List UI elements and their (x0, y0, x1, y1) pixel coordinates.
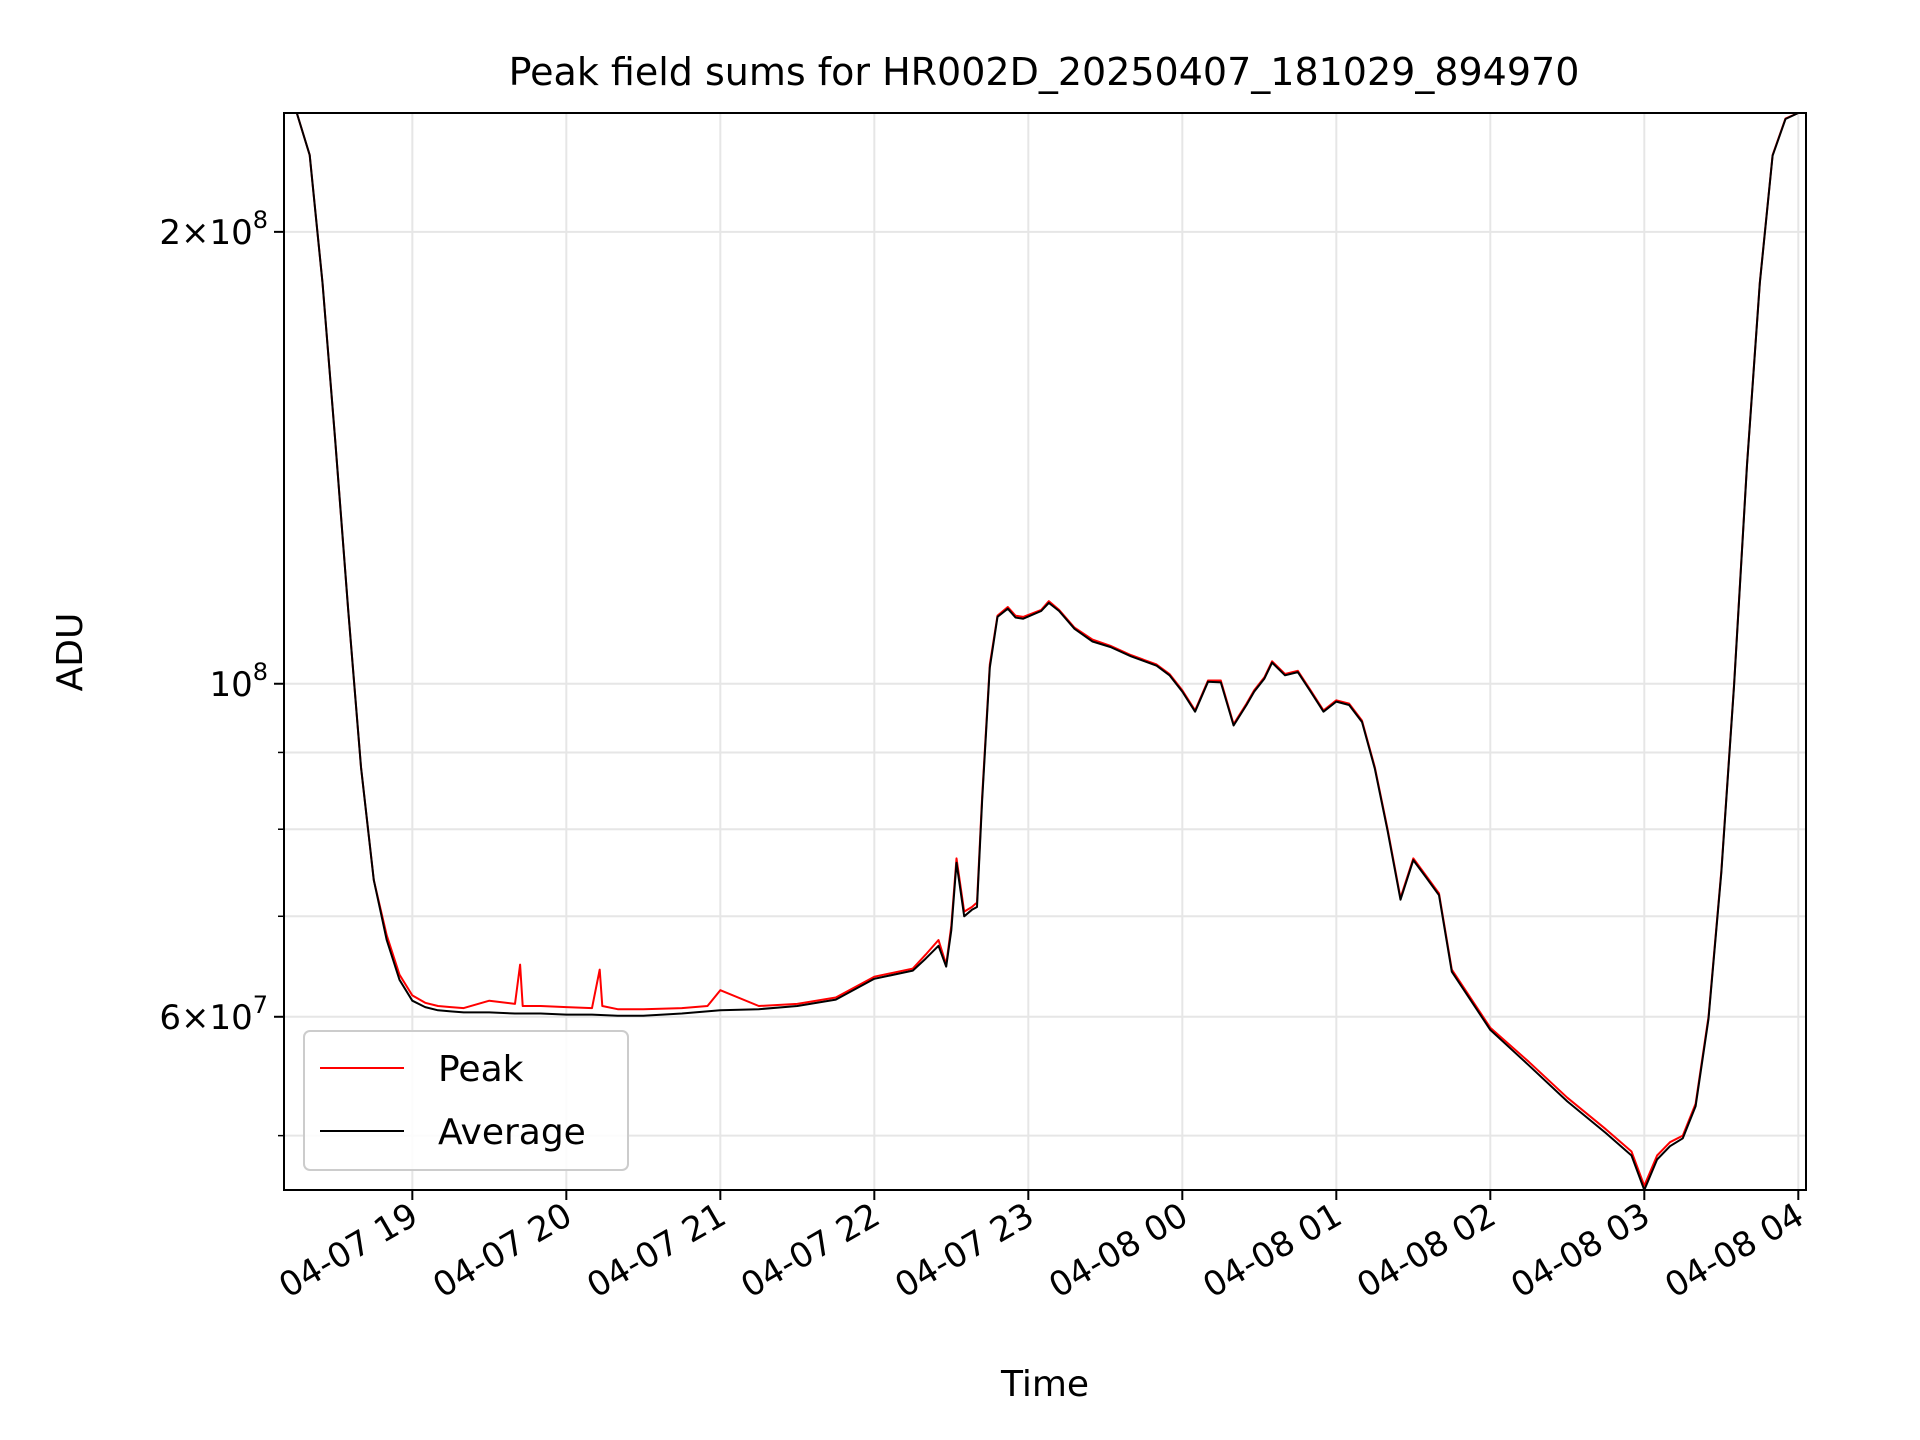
legend-box (303, 1030, 629, 1171)
y-axis: 6×107 108 2×108 (159, 206, 284, 1137)
legend-label-peak: Peak (438, 1049, 524, 1090)
series-line-average (284, 113, 1806, 1190)
x-axis-label: Time (1000, 1364, 1089, 1405)
series-line-peak (284, 113, 1806, 1187)
plot-frame (283, 112, 1807, 1191)
y-axis-label: ADU (50, 613, 91, 692)
y-tick-label: 2×108 (159, 206, 268, 253)
y-tick-label: 108 (209, 658, 268, 705)
y-tick-label: 6×107 (159, 991, 268, 1038)
series-layer (284, 113, 1806, 1190)
legend: Peak Average (303, 1030, 629, 1171)
grid (284, 113, 1806, 1190)
chart-title: Peak field sums for HR002D_20250407_1810… (509, 50, 1580, 94)
legend-label-average: Average (438, 1112, 586, 1153)
